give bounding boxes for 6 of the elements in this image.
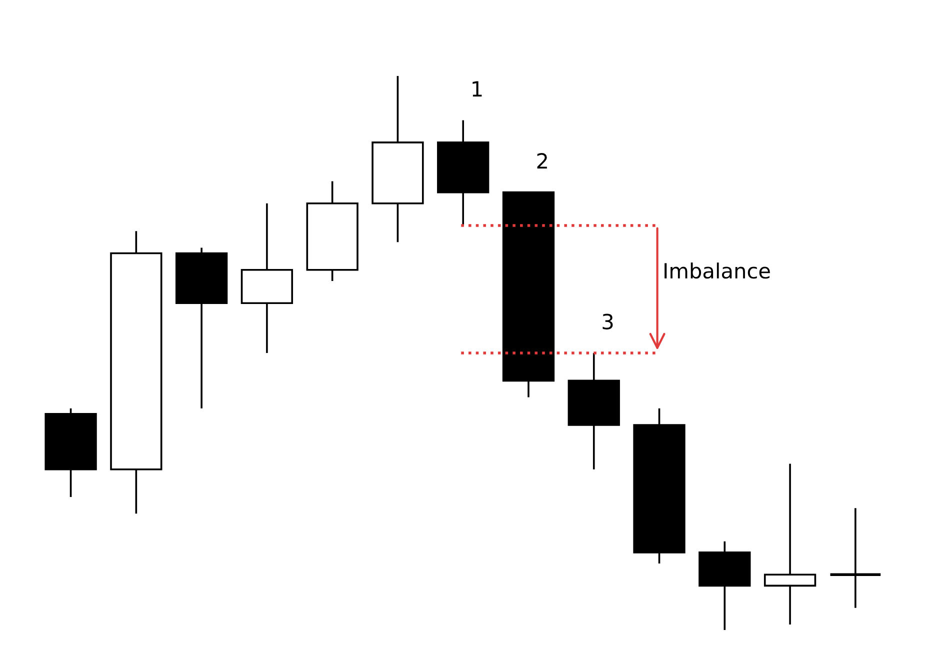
candlestick [828, 507, 882, 609]
annotation: Imbalance [664, 262, 770, 279]
annotation: 1 [472, 81, 482, 96]
annotation: 3 [602, 314, 613, 330]
annotation: 2 [537, 153, 547, 169]
candlestick [764, 462, 816, 626]
